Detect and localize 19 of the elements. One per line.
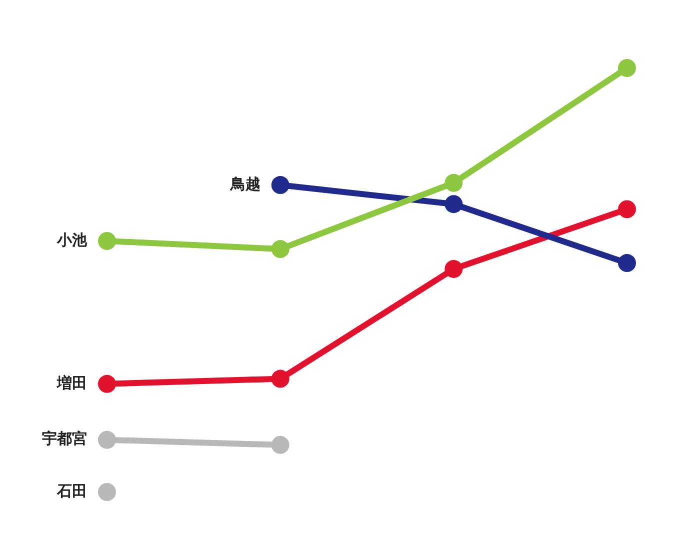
point xyxy=(271,436,290,454)
point xyxy=(271,370,290,388)
point xyxy=(444,195,463,214)
series-label: 鳥越 xyxy=(229,174,260,193)
point xyxy=(98,483,116,501)
point xyxy=(618,254,636,272)
point xyxy=(444,174,463,192)
point xyxy=(271,240,290,258)
point xyxy=(98,430,116,449)
series-label: 宇都宮 xyxy=(42,430,87,448)
point xyxy=(444,260,463,278)
series-label: 増田 xyxy=(56,374,87,392)
series-label: 石田 xyxy=(56,482,87,500)
point xyxy=(618,200,636,218)
point xyxy=(98,374,116,393)
point xyxy=(98,232,116,250)
point xyxy=(618,59,636,77)
series-label: 小池 xyxy=(56,230,88,249)
point xyxy=(271,176,290,194)
